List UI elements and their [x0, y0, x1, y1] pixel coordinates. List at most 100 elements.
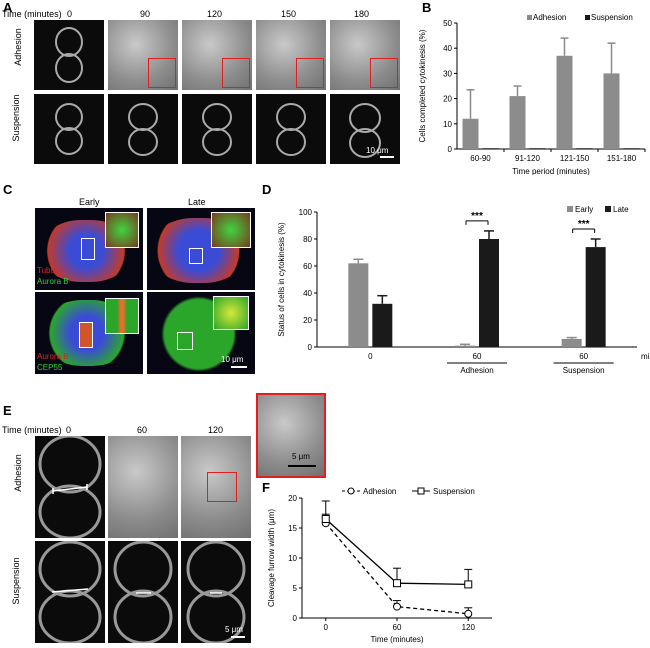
legend-marker-suspension — [417, 487, 425, 495]
bar-late — [372, 303, 393, 347]
panel-label-d: D — [262, 182, 272, 197]
point-suspension — [393, 579, 401, 588]
panel-a-image-suspension-90 — [108, 94, 178, 164]
y-tick-label: 80 — [303, 235, 312, 244]
panel-a-image-suspension-120 — [182, 94, 252, 164]
panel-a-image-suspension-180: 10 μm — [330, 94, 400, 164]
legend-label-adhesion: Adhesion — [363, 487, 396, 496]
legend-swatch-adhesion — [527, 15, 532, 20]
panel-a-image-suspension-150 — [256, 94, 326, 164]
significance-label: *** — [471, 211, 483, 222]
y-tick-label: 30 — [443, 69, 452, 78]
panel-c-col-early: Early — [79, 197, 100, 207]
panel-e-time-60: 60 — [137, 425, 148, 435]
x-tick-label: 60 — [473, 352, 482, 361]
x-tick-label: 60-90 — [470, 154, 491, 163]
panel-a-time-header: Time (minutes) — [2, 9, 62, 19]
line-adhesion — [325, 522, 469, 615]
x-tick-label: 0 — [368, 352, 373, 361]
panel-e-image-suspension-60 — [108, 541, 178, 643]
x-tick-label: 121-150 — [560, 154, 590, 163]
x-tick-label: 60 — [393, 623, 402, 632]
panel-c-image-early-bottom: Aurora B CEP55 — [35, 292, 143, 374]
panel-a-image-suspension-0 — [34, 94, 104, 164]
chart-f: 0 5 10 15 20 Cleavage furrow width (μm) 0 60 120… — [267, 487, 492, 644]
panel-c-scale-bar — [231, 366, 247, 368]
bar-early — [348, 263, 369, 347]
legend-label-late: Late — [613, 205, 629, 214]
panel-label-a: A — [3, 0, 13, 15]
legend-label-early: Early — [575, 205, 593, 214]
legend-swatch-early — [567, 206, 573, 212]
y-tick-label: 0 — [293, 614, 298, 623]
panel-e-row-suspension: Suspension — [11, 557, 21, 605]
panel-label-b: B — [422, 0, 432, 15]
panel-a-image-adhesion-120 — [182, 20, 252, 90]
legend-label-suspension: Suspension — [433, 487, 475, 496]
panel-e-scale-label: 5 μm — [225, 625, 243, 634]
y-tick-label: 100 — [299, 208, 313, 217]
panel-label-e: E — [3, 403, 12, 418]
panel-e-zoom-inset: 5 μm — [256, 393, 326, 478]
bar-late — [585, 247, 606, 347]
bar-early — [455, 345, 475, 347]
x-axis-label: Time (minutes) — [370, 635, 423, 644]
bar-suspension — [576, 148, 593, 149]
panel-a-time-150: 150 — [281, 9, 297, 19]
bar-adhesion — [462, 118, 479, 149]
panel-e-image-adhesion-0 — [35, 436, 105, 538]
panel-a-row-adhesion: Adhesion — [13, 28, 23, 66]
bar-adhesion — [509, 96, 526, 149]
panel-a-image-adhesion-150 — [256, 20, 326, 90]
y-tick-label: 20 — [288, 494, 297, 503]
panel-c-image-late-bottom: 10 μm — [147, 292, 255, 374]
panel-c-scale-label: 10 μm — [221, 355, 244, 364]
panel-e-image-suspension-0 — [35, 541, 105, 643]
panel-c-legend-cep55: CEP55 — [37, 363, 63, 372]
y-tick-label: 10 — [443, 120, 452, 129]
panel-a-time-0: 0 — [67, 9, 73, 19]
y-tick-label: 20 — [303, 316, 312, 325]
chart-d: 0 20 40 60 80 100 Status of cells in cytokines… — [277, 205, 650, 375]
panel-c-image-early-top: Tubulin Aurora B — [35, 208, 143, 290]
panel-e-scale-bar — [231, 636, 245, 638]
legend-label-adhesion: Adhesion — [533, 13, 566, 22]
x-tick-label: 0 — [324, 623, 329, 632]
panel-c-col-late: Late — [188, 197, 206, 207]
x-axis-label: Time period (minutes) — [512, 167, 590, 175]
y-tick-label: 15 — [288, 524, 297, 533]
y-axis-label: Status of cells in cytokinesis (%) — [277, 222, 286, 337]
panel-c-image-late-top — [147, 208, 255, 290]
panel-label-f: F — [262, 480, 270, 495]
panel-a-image-adhesion-90 — [108, 20, 178, 90]
panel-a-image-adhesion-0 — [34, 20, 104, 90]
legend-swatch-suspension — [585, 15, 590, 20]
panel-e-time-0: 0 — [66, 425, 72, 435]
y-axis-label: Cells completed cytokinesis (%) — [418, 29, 427, 142]
panel-label-c: C — [3, 182, 13, 197]
panel-e-image-adhesion-60 — [108, 436, 178, 538]
panel-e-time-120: 120 — [208, 425, 224, 435]
panel-e-image-suspension-120: 5 μm — [181, 541, 251, 643]
group-label: Adhesion — [460, 366, 493, 375]
panel-a-time-90: 90 — [140, 9, 151, 19]
legend-marker-adhesion — [347, 487, 355, 495]
y-tick-label: 60 — [303, 262, 312, 271]
bar-suspension — [623, 148, 640, 149]
x-unit-label: min — [641, 352, 650, 361]
panel-e-inset-scale-bar — [288, 465, 316, 467]
y-tick-label: 0 — [308, 343, 313, 352]
panel-e-image-adhesion-120 — [181, 436, 251, 538]
panel-c-legend-tubulin: Tubulin — [37, 266, 63, 275]
panel-e-row-adhesion: Adhesion — [13, 454, 23, 492]
panel-a-scale-bar — [380, 156, 394, 158]
y-tick-label: 40 — [443, 44, 452, 53]
point-suspension — [464, 580, 473, 589]
panel-c-legend-aurora-b-top: Aurora B — [37, 277, 69, 286]
bar-early — [561, 338, 582, 347]
point-adhesion — [464, 609, 473, 618]
bar-suspension — [482, 148, 499, 149]
panel-e-inset-scale-label: 5 μm — [292, 452, 310, 461]
y-tick-label: 20 — [443, 95, 452, 104]
x-tick-label: 120 — [462, 623, 476, 632]
